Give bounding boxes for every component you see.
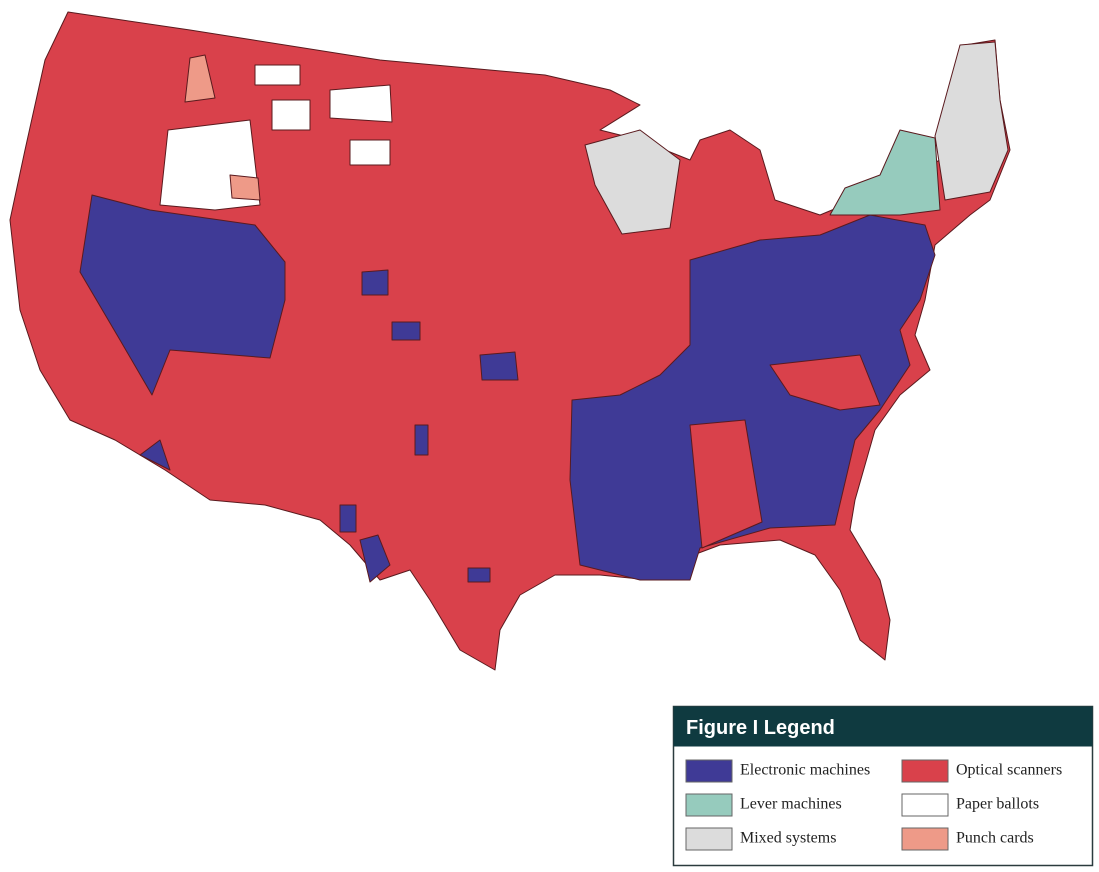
map-region <box>584 129 681 235</box>
map-region <box>229 174 261 201</box>
map-region <box>361 269 389 296</box>
map-region <box>139 439 171 471</box>
legend-swatch <box>901 827 949 851</box>
map-region <box>479 351 519 381</box>
map-region <box>271 99 311 131</box>
map-region <box>569 214 936 581</box>
legend-label: Paper ballots <box>956 796 1039 813</box>
map-region <box>329 84 393 123</box>
map-region <box>359 534 391 583</box>
map-region <box>689 419 763 549</box>
map-region <box>254 64 301 86</box>
legend-swatch <box>685 759 733 783</box>
map-region <box>414 424 429 456</box>
map-region <box>467 567 491 583</box>
legend: Figure I Legend Electronic machines Optic… <box>672 705 1094 867</box>
legend-swatch <box>901 793 949 817</box>
map-region <box>934 41 1009 201</box>
legend-label: Punch cards <box>956 830 1034 847</box>
legend-swatch <box>685 827 733 851</box>
legend-label: Electronic machines <box>740 762 870 779</box>
map-region <box>339 504 357 533</box>
legend-swatch <box>901 759 949 783</box>
legend-label: Mixed systems <box>740 830 836 847</box>
map-region <box>79 194 286 396</box>
legend-label: Optical scanners <box>956 762 1062 779</box>
legend-header <box>673 706 1093 747</box>
map-region <box>391 321 421 341</box>
us-county-map <box>9 11 1011 671</box>
legend-title: Figure I Legend <box>686 717 835 739</box>
map-region <box>769 354 881 411</box>
map-region <box>184 54 216 103</box>
map-region <box>349 139 391 166</box>
legend-swatch <box>685 793 733 817</box>
map-region <box>829 129 941 216</box>
legend-label: Lever machines <box>740 796 842 813</box>
